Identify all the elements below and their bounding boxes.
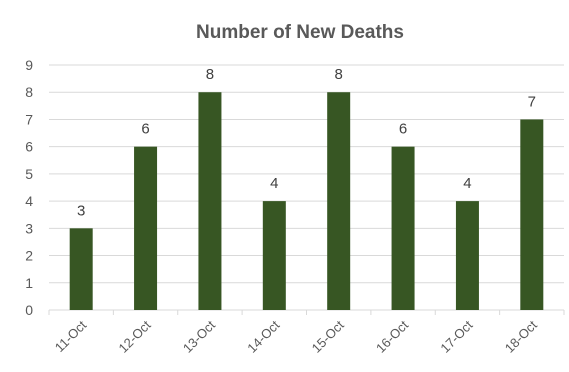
x-tick-label: 14-Oct — [244, 317, 282, 355]
y-tick-label: 4 — [25, 193, 33, 209]
data-label: 4 — [463, 175, 471, 192]
y-tick-label: 6 — [25, 139, 33, 155]
x-tick-label: 18-Oct — [502, 317, 540, 355]
x-tick-label: 16-Oct — [373, 317, 411, 355]
y-tick-label: 3 — [25, 220, 33, 236]
data-label: 6 — [399, 121, 407, 138]
bar-14-Oct — [262, 201, 286, 310]
data-labels: 3 6 8 4 8 6 4 7 — [77, 66, 536, 219]
y-tick-label: 5 — [25, 166, 33, 182]
bar-12-Oct — [134, 146, 158, 310]
bar-17-Oct — [455, 201, 479, 310]
bar-13-Oct — [198, 92, 222, 310]
bar-16-Oct — [391, 146, 415, 310]
y-tick-label: 8 — [25, 84, 33, 100]
x-tick-label: 12-Oct — [115, 317, 153, 355]
gridlines — [49, 64, 564, 284]
bar-15-Oct — [327, 92, 351, 310]
y-tick-label: 9 — [25, 57, 33, 73]
y-tick-label: 2 — [25, 248, 33, 264]
data-label: 7 — [528, 93, 536, 110]
x-tick-label: 13-Oct — [180, 317, 218, 355]
x-tick-label: 17-Oct — [437, 317, 475, 355]
data-label: 4 — [270, 175, 278, 192]
bars — [69, 92, 544, 310]
data-label: 8 — [206, 66, 214, 83]
y-tick-label: 7 — [25, 111, 33, 127]
data-label: 6 — [141, 121, 149, 138]
bar-18-Oct — [520, 119, 544, 310]
x-tick-label: 11-Oct — [52, 317, 90, 355]
bar-11-Oct — [69, 228, 93, 310]
y-tick-label: 0 — [25, 302, 33, 318]
y-tick-label: 1 — [25, 275, 33, 291]
x-axis: 11-Oct 12-Oct 13-Oct 14-Oct 15-Oct 16-Oct 17-O… — [48, 309, 565, 356]
y-axis: 0 1 2 3 4 5 6 7 8 9 — [25, 57, 33, 318]
data-label: 8 — [335, 66, 343, 83]
chart-title: Number of New Deaths — [196, 22, 404, 43]
x-tick-label: 15-Oct — [309, 317, 347, 355]
data-label: 3 — [77, 202, 85, 219]
